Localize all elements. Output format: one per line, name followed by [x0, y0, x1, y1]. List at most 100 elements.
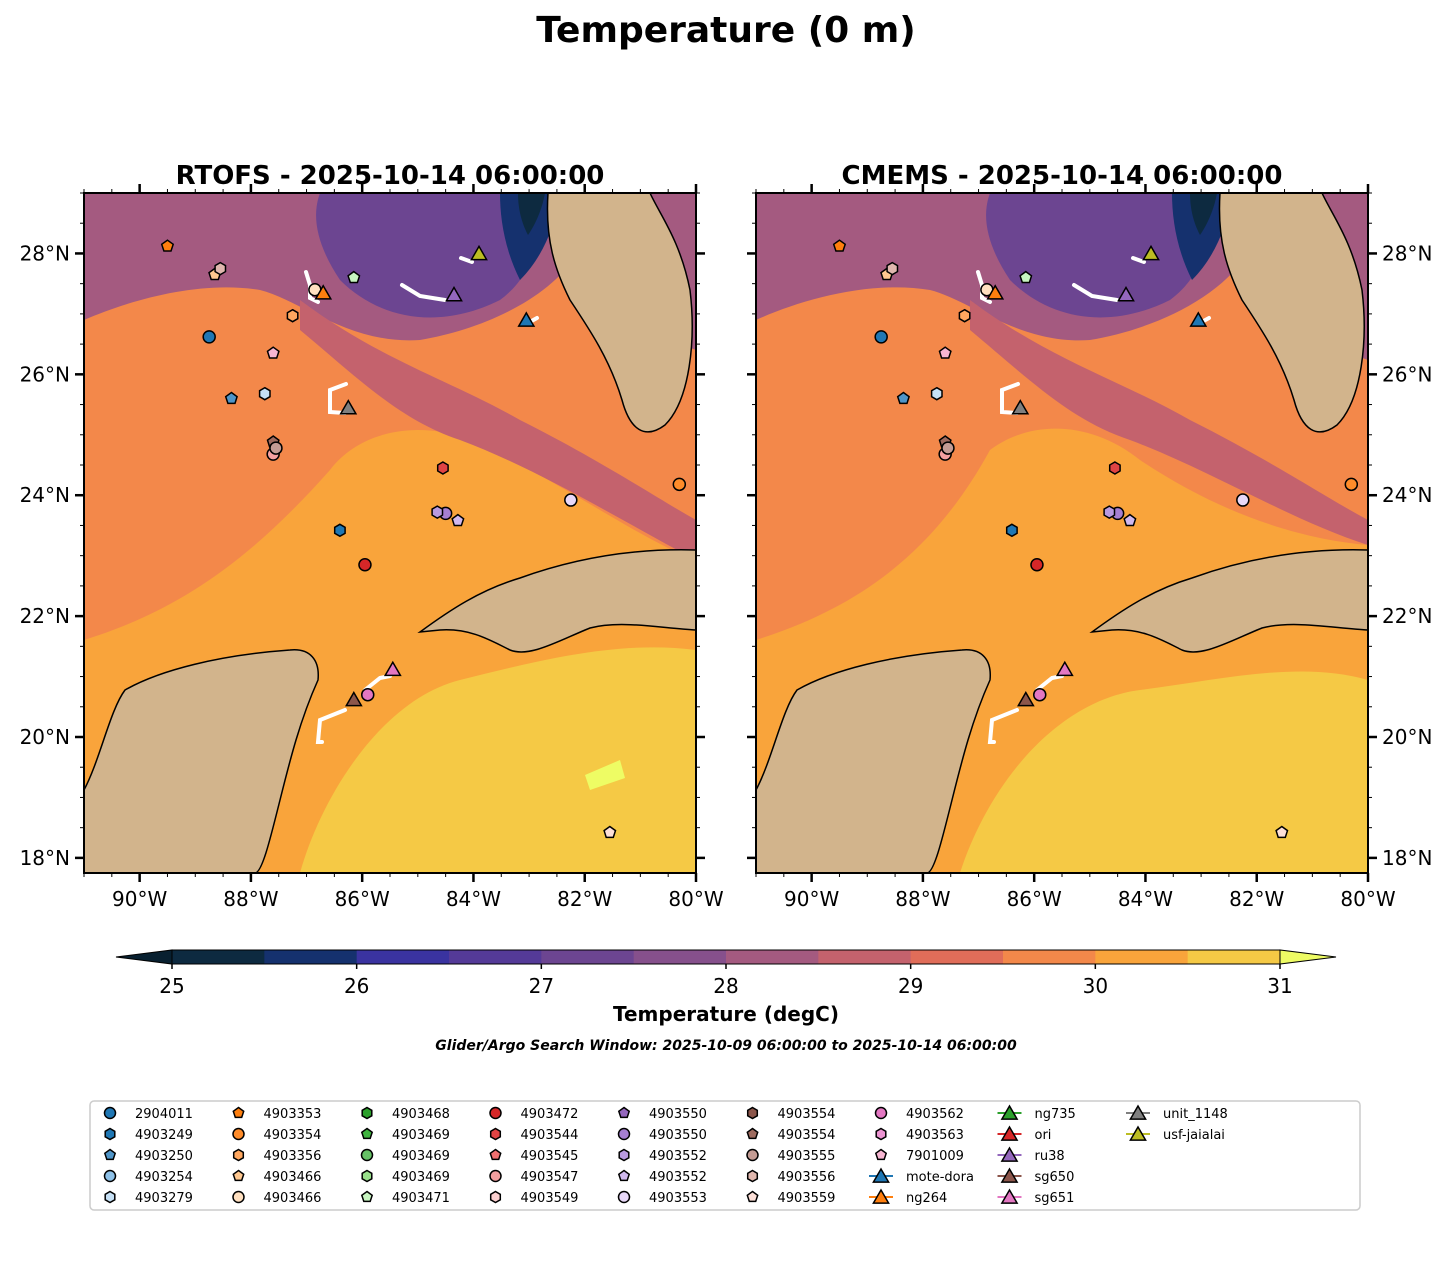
glider-track-usf-jaialai — [459, 256, 474, 264]
legend-marker — [361, 1169, 373, 1183]
marker-4903249 — [333, 523, 346, 538]
legend-marker — [1000, 1104, 1019, 1120]
legend-item-ng264: ng264 — [869, 1188, 947, 1206]
legend-item-4903254: 4903254 — [103, 1169, 193, 1185]
marker-4903559 — [603, 825, 617, 839]
sst-hot-zone — [300, 647, 696, 873]
legend-marker — [746, 1169, 759, 1183]
colorbar-tick-label: 29 — [898, 974, 923, 998]
legend-label: 4903547 — [521, 1170, 579, 1185]
glider-track-sg650 — [315, 708, 347, 744]
colorbar-tick-label: 27 — [529, 974, 554, 998]
sst-cool-core — [316, 193, 534, 318]
legend-marker — [874, 1148, 888, 1161]
legend-marker — [489, 1106, 502, 1120]
legend-label: 4903550 — [649, 1107, 707, 1122]
marker-mote-dora — [517, 311, 536, 327]
marker-ng264 — [986, 284, 1005, 300]
legend-marker — [489, 1169, 502, 1183]
legend-marker — [617, 1169, 631, 1182]
x-tick-label: 90°W — [784, 887, 839, 911]
legend-item-4903250: 4903250 — [103, 1148, 193, 1164]
marker-ru38 — [1117, 285, 1135, 302]
legend-label: unit_1148 — [1163, 1107, 1228, 1122]
sst-loop-current-edge — [970, 300, 1368, 545]
sst-cool-core — [986, 193, 1204, 318]
legend-marker — [872, 1188, 890, 1204]
x-tick-label: 82°W — [1229, 887, 1284, 911]
legend-item-4903550: 4903550 — [617, 1106, 707, 1122]
marker-4903279 — [930, 386, 943, 401]
legend-item-4903554: 4903554 — [746, 1106, 835, 1122]
y-tick-label: 20°N — [20, 725, 70, 749]
legend-label: 4903254 — [135, 1170, 193, 1185]
legend-item-4903466: 4903466 — [232, 1169, 322, 1185]
glider-track-sg650 — [987, 708, 1019, 744]
colorbar-level — [633, 950, 727, 964]
colorbar-level — [1187, 950, 1281, 964]
marker-4903552 — [451, 513, 465, 527]
marker-2904011 — [874, 330, 888, 344]
legend-item-ng735: ng735 — [997, 1104, 1076, 1122]
sst-coastal-cold — [1172, 193, 1232, 280]
legend-label: 4903472 — [521, 1107, 579, 1122]
legend-marker — [617, 1127, 631, 1141]
marker-4903552 — [1123, 513, 1137, 527]
legend-label: 4903468 — [392, 1107, 450, 1122]
legend-marker — [1000, 1146, 1019, 1162]
marker-4903552 — [1103, 505, 1116, 519]
glider-track-unit-1148 — [1000, 382, 1020, 415]
legend-label: 4903354 — [264, 1128, 322, 1143]
land-florida — [546, 193, 693, 433]
marker-4903356 — [286, 308, 299, 323]
marker-4903555 — [941, 441, 955, 455]
y-tick-label: 26°N — [1382, 362, 1432, 386]
x-tick-label: 90°W — [112, 887, 167, 911]
legend-marker — [1000, 1188, 1019, 1204]
legend-label: ng735 — [1035, 1107, 1076, 1122]
legend-marker — [360, 1127, 374, 1140]
observation-markers-rtofs — [160, 239, 687, 839]
legend-label: 4903466 — [264, 1191, 322, 1206]
legend-marker — [1129, 1125, 1147, 1141]
marker-ng264 — [314, 284, 333, 300]
legend-item-4903552: 4903552 — [618, 1148, 707, 1164]
legend-item-4903471: 4903471 — [360, 1190, 450, 1206]
marker-4903553 — [1236, 493, 1250, 507]
legend-frame — [89, 1100, 1361, 1211]
marker-sg650 — [345, 690, 363, 707]
sst-coastal-coldest — [1190, 193, 1217, 235]
legend-item-unit-1148: unit_1148 — [1126, 1104, 1228, 1122]
marker-sg651 — [1055, 660, 1074, 677]
legend-marker — [361, 1106, 373, 1120]
legend-item-usf-jaialai: usf-jaialai — [1126, 1125, 1225, 1143]
marker-4903556 — [886, 261, 899, 276]
colorbar-level — [264, 950, 358, 964]
legend-label: 4903556 — [778, 1170, 836, 1185]
colorbar-level — [172, 950, 265, 964]
marker-usf-jaialai — [1142, 244, 1160, 261]
legend-label: 4903466 — [264, 1170, 322, 1185]
marker-usf-jaialai — [470, 244, 488, 261]
legend-label: 4903552 — [649, 1170, 707, 1185]
y-tick-label: 24°N — [1382, 483, 1432, 507]
marker-4903556 — [214, 261, 227, 276]
legend-marker — [872, 1167, 890, 1183]
legend-marker — [360, 1148, 374, 1162]
legend-marker — [489, 1127, 502, 1141]
marker-4903354 — [1344, 477, 1359, 492]
legend-marker — [617, 1190, 631, 1204]
marker-4903562 — [1032, 687, 1047, 702]
y-tick-label: 22°N — [1382, 604, 1432, 628]
sst-coastal-cold — [500, 193, 560, 280]
legend-label: sg651 — [1035, 1191, 1075, 1206]
colorbar-level — [356, 950, 450, 964]
y-tick-label: 22°N — [20, 604, 70, 628]
legend-item-4903552: 4903552 — [617, 1169, 707, 1185]
colorbar-tick-label: 26 — [344, 974, 369, 998]
legend: 2904011 4903249 4903250 4903254 4903279 49033… — [89, 1100, 1361, 1211]
legend-item-4903547: 4903547 — [489, 1169, 579, 1185]
legend-label: 4903471 — [392, 1191, 450, 1206]
legend-marker — [103, 1169, 117, 1183]
sst-coastal-coldest — [518, 193, 545, 235]
